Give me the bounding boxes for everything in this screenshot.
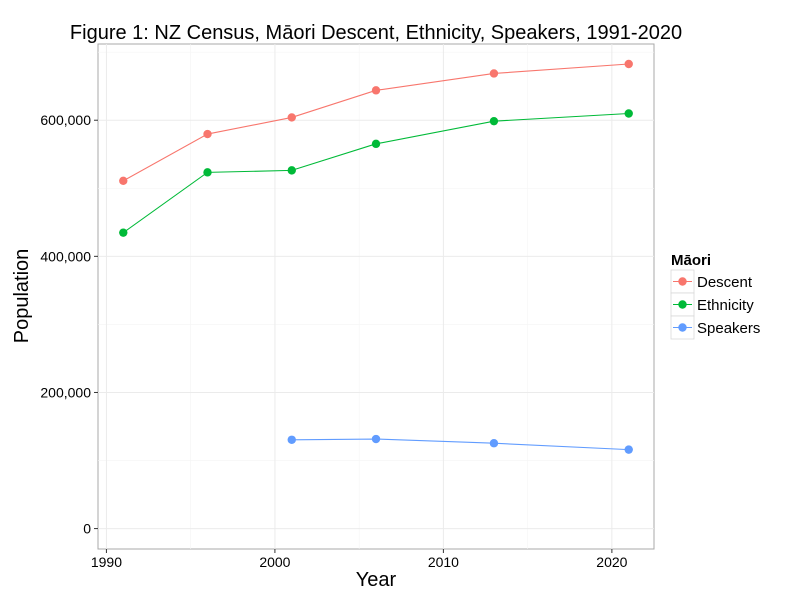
series-line-descent <box>123 63 629 182</box>
data-point-descent <box>203 129 212 139</box>
grid-lines <box>98 44 654 549</box>
y-tick-label: 600,000 <box>40 112 91 128</box>
data-point-ethnicity <box>371 139 381 149</box>
x-tick-label: 2010 <box>428 554 459 570</box>
legend-key-marker <box>678 300 687 309</box>
x-tick-label: 2000 <box>259 554 290 570</box>
legend: Māori Descent Ethnicity Speakers <box>670 252 760 340</box>
x-axis-ticks: 1990 2000 2010 2020 <box>91 549 628 570</box>
y-tick-label: 200,000 <box>40 384 91 400</box>
data-point-ethnicity <box>624 109 633 118</box>
series-line-ethnicity <box>122 112 629 234</box>
x-tick-label: 1990 <box>91 554 122 570</box>
legend-title: Māori <box>671 252 711 269</box>
y-tick-label: 400,000 <box>40 248 91 264</box>
data-point-speakers <box>489 439 499 448</box>
data-point-descent <box>287 113 296 122</box>
legend-label: Descent <box>697 274 753 291</box>
data-point-ethnicity <box>489 116 499 126</box>
series-line-speakers <box>291 438 629 451</box>
data-point-ethnicity <box>119 228 128 237</box>
data-point-ethnicity <box>287 166 296 175</box>
data-point-speakers <box>287 435 296 444</box>
x-tick-label: 2020 <box>596 554 627 570</box>
legend-label: Ethnicity <box>697 297 754 314</box>
legend-label: Speakers <box>697 320 760 337</box>
x-axis-label: Year <box>356 569 397 591</box>
chart-title: Figure 1: NZ Census, Māori Descent, Ethn… <box>70 22 682 44</box>
series-layer <box>119 59 633 454</box>
legend-key-marker <box>678 323 687 332</box>
y-tick-label: 0 <box>83 521 91 537</box>
data-point-speakers <box>624 445 633 454</box>
data-point-descent <box>624 59 633 69</box>
data-point-speakers <box>371 434 381 444</box>
data-point-descent <box>371 86 381 95</box>
data-point-ethnicity <box>203 168 212 177</box>
data-point-descent <box>489 69 499 78</box>
data-point-descent <box>119 176 128 185</box>
y-axis-ticks: 0 200,000 400,000 600,000 <box>40 112 98 537</box>
y-axis-label: Population <box>11 249 33 344</box>
legend-key-marker <box>678 277 687 286</box>
